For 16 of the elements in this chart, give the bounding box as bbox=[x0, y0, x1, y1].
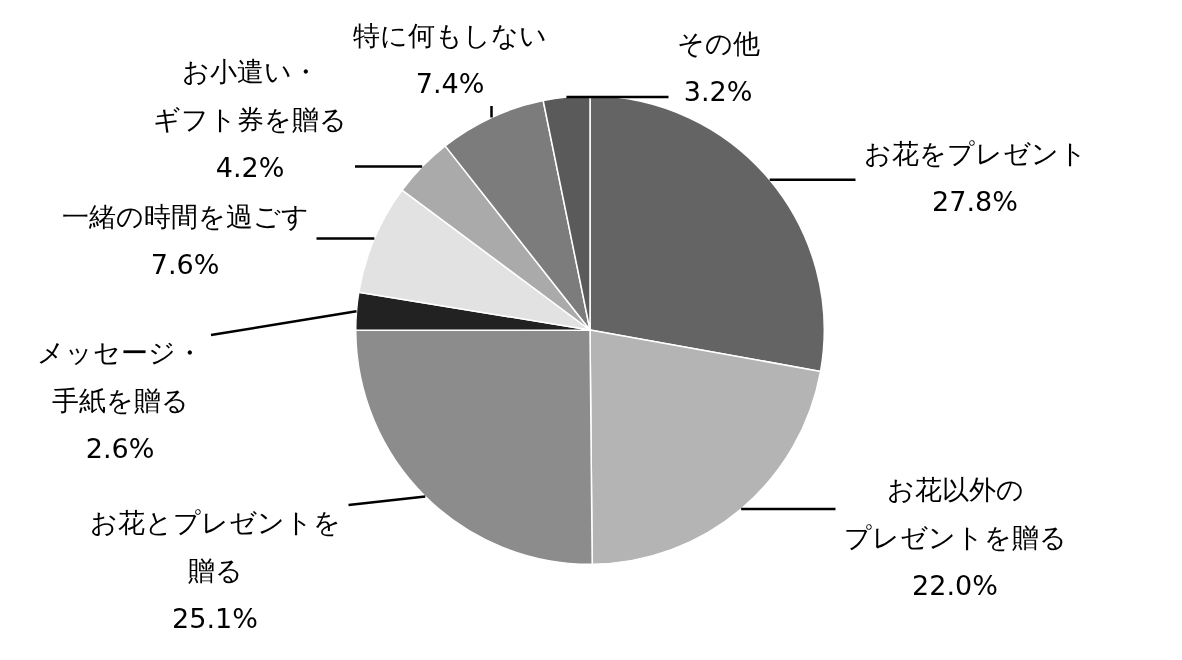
data-label: 3.2% bbox=[683, 76, 753, 108]
data-label: 7.4% bbox=[415, 68, 485, 100]
slice-label: 一緒の時間を過ごす bbox=[61, 201, 309, 233]
slice-label: その他 bbox=[676, 28, 760, 60]
slice-label: お小遣い・ギフト券を贈る bbox=[153, 56, 347, 136]
slice-label: お花とプレゼントを贈る bbox=[89, 507, 341, 587]
data-label: 4.2% bbox=[215, 152, 285, 184]
slice-label: 特に何もしない bbox=[353, 20, 547, 52]
data-label: 25.1% bbox=[172, 603, 258, 635]
slice-label: お花以外のプレゼントを贈る bbox=[843, 474, 1067, 554]
slice-label: お花をプレゼント bbox=[863, 138, 1087, 170]
data-label: 7.6% bbox=[150, 249, 220, 281]
data-label: 22.0% bbox=[912, 570, 998, 602]
slice-label: メッセージ・手紙を贈る bbox=[37, 337, 203, 417]
data-label: 27.8% bbox=[932, 186, 1018, 218]
data-label: 2.6% bbox=[85, 433, 155, 465]
